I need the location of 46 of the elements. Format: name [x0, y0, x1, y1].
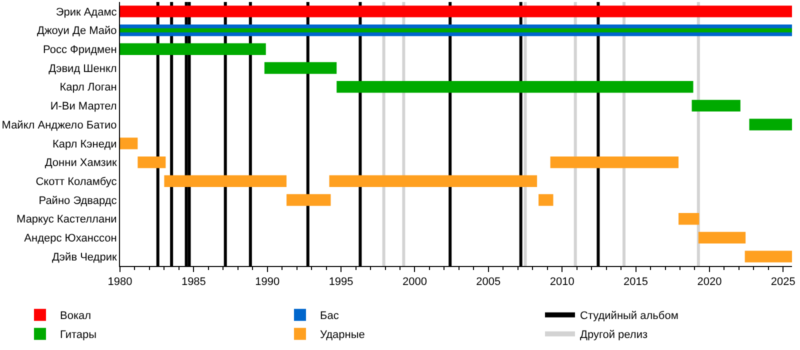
bar — [286, 194, 331, 206]
y-tick-label: Джоуи Де Майо — [37, 25, 117, 38]
bar — [264, 62, 337, 74]
y-tick-label: Донни Хамзик — [44, 157, 117, 170]
x-tick-label: 1995 — [328, 276, 354, 288]
bar — [120, 43, 266, 55]
y-tick-label: Майкл Анджело Батио — [2, 119, 117, 132]
x-tick-label: 2000 — [402, 276, 427, 288]
bar — [329, 175, 538, 187]
legend-label: Ударные — [320, 329, 365, 342]
bar — [678, 213, 700, 225]
bar — [120, 138, 138, 150]
x-tick-label: 2005 — [476, 276, 501, 288]
bar — [698, 232, 746, 244]
x-tick-label: 2010 — [550, 276, 574, 288]
bar — [744, 250, 792, 262]
y-tick-label: Росс Фридмен — [42, 44, 117, 56]
legend-label: Студийный альбом — [580, 310, 678, 322]
x-tick-label: 1980 — [108, 276, 132, 288]
x-tick-label: 1990 — [255, 276, 280, 288]
legend-label: Гитары — [60, 329, 97, 342]
bar — [164, 175, 287, 187]
legend-label: Бас — [320, 310, 340, 322]
legend-label: Вокал — [60, 310, 92, 322]
y-tick-label: Андерс Юханссон — [24, 232, 117, 245]
y-tick-label: Райно Эдвардс — [38, 194, 118, 207]
bar — [120, 6, 792, 18]
y-tick-label: Скотт Коламбус — [36, 176, 118, 188]
y-tick-label: И-Ви Мартел — [50, 100, 117, 113]
x-tick-label: 2025 — [770, 276, 796, 288]
bar — [550, 156, 679, 168]
bar — [538, 194, 554, 206]
x-tick-label: 1985 — [181, 276, 206, 288]
y-tick-label: Карл Кэнеди — [52, 138, 117, 150]
y-tick-label: Маркус Кастеллани — [16, 214, 117, 226]
bar — [692, 100, 740, 112]
x-tick-label: 2015 — [624, 276, 648, 288]
legend-label: Другой релиз — [580, 329, 648, 342]
bar — [138, 156, 166, 168]
y-tick-label: Карл Логан — [60, 82, 117, 94]
bar — [336, 81, 694, 93]
x-tick-label: 2020 — [697, 276, 722, 288]
y-tick-label: Дэйв Чедрик — [52, 251, 117, 264]
bar — [749, 118, 792, 130]
y-tick-label: Эрик Адамс — [56, 6, 118, 18]
y-tick-label: Дэвид Шенкл — [48, 62, 117, 75]
